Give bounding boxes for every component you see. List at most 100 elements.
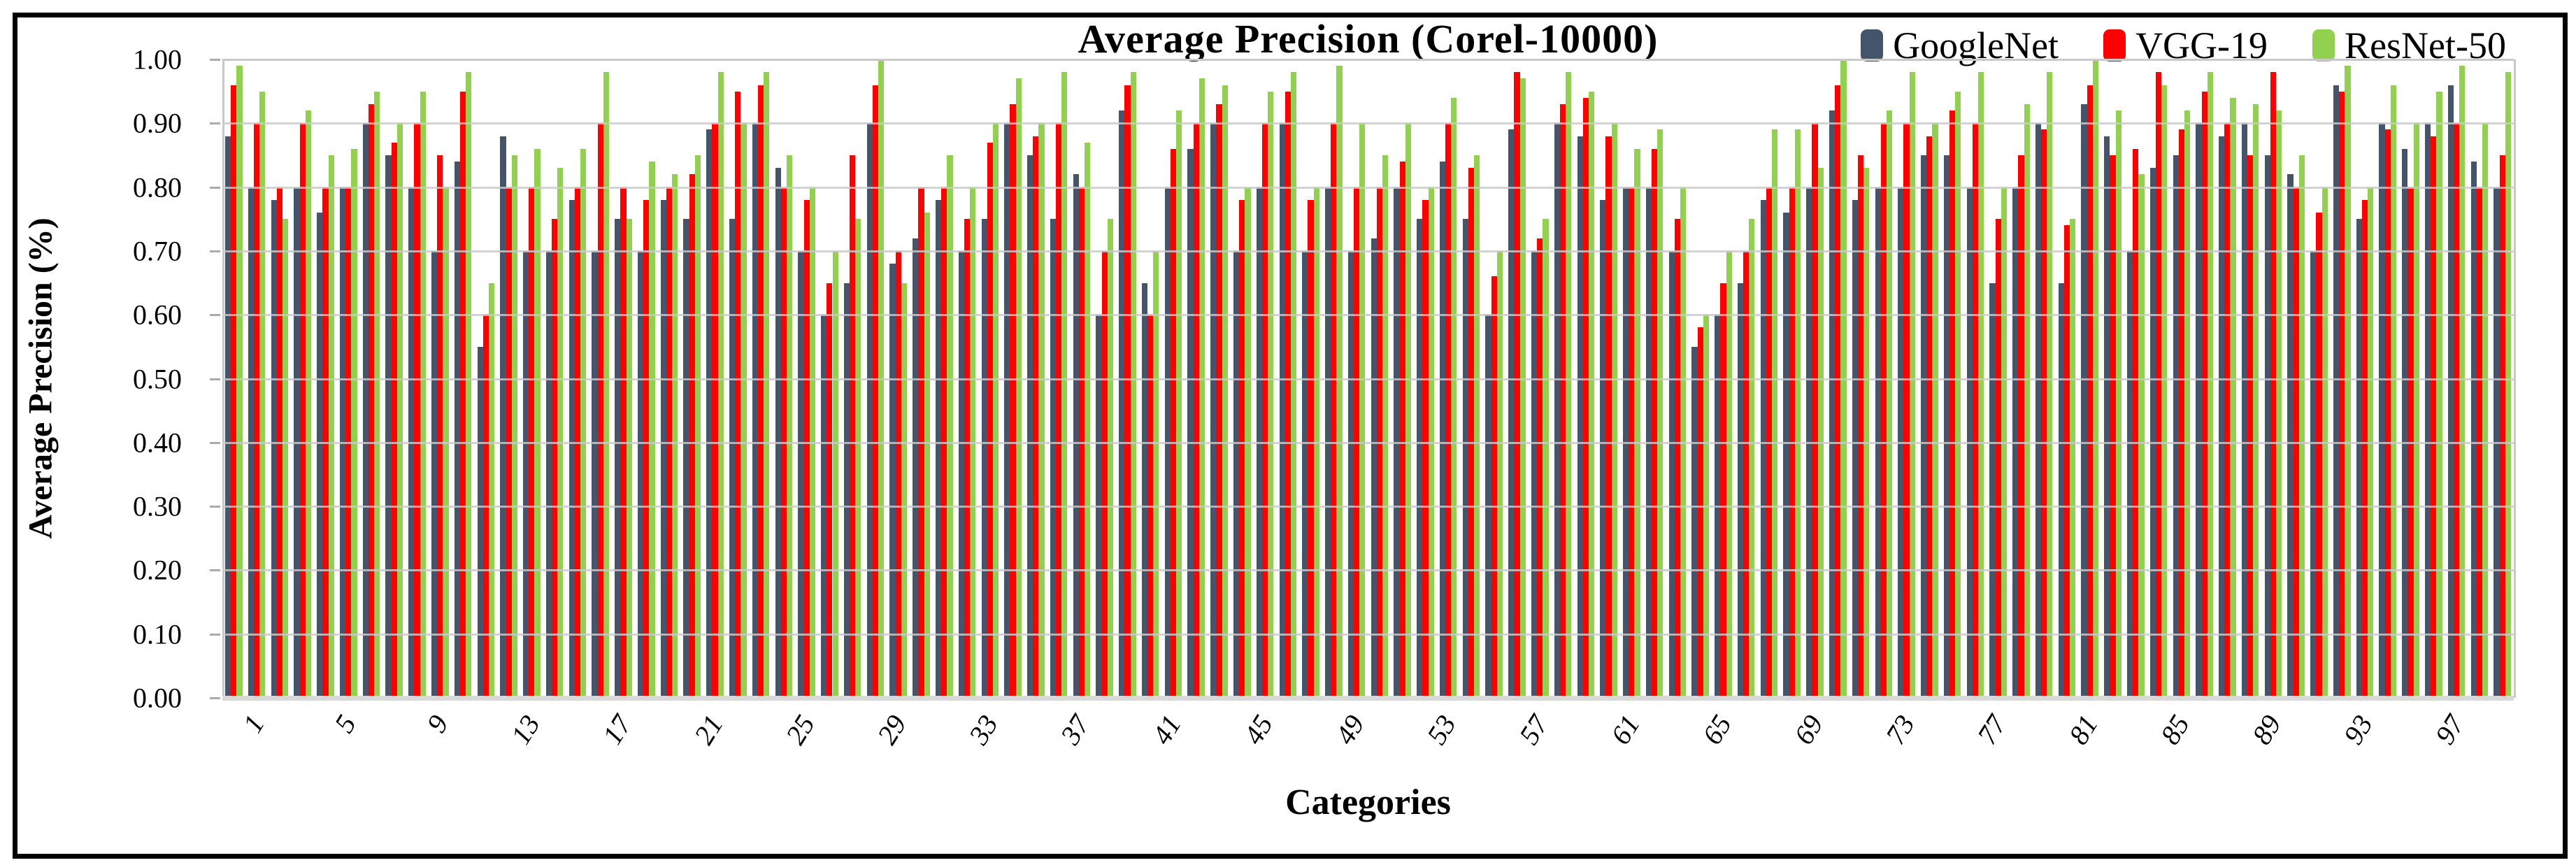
bar-googlenet-cat78 [1989, 283, 1996, 698]
x-tick-label-53: 53 [1421, 709, 1463, 750]
bar-vgg-19-cat45 [1239, 199, 1245, 698]
bar-resnet-50-cat21 [694, 155, 701, 698]
bar-vgg-19-cat65 [1697, 327, 1703, 698]
bar-vgg-19-cat33 [964, 219, 971, 698]
chart-title: Average Precision (Corel-10000) [1078, 16, 1659, 62]
y-tick-0.10 [210, 633, 220, 636]
bar-vgg-19-cat19 [643, 199, 650, 698]
bar-resnet-50-cat66 [1726, 250, 1732, 698]
bar-vgg-19-cat21 [689, 174, 695, 698]
bar-resnet-50-cat16 [580, 148, 587, 698]
bar-resnet-50-cat62 [1634, 148, 1640, 698]
x-tick-label-65: 65 [1696, 709, 1738, 750]
bar-googlenet-cat48 [1302, 250, 1308, 698]
bar-vgg-19-cat66 [1720, 283, 1726, 698]
bar-vgg-19-cat15 [552, 219, 558, 698]
bar-vgg-19-cat43 [1193, 123, 1199, 698]
bar-vgg-19-cat7 [368, 103, 375, 698]
bar-resnet-50-cat28 [855, 219, 861, 698]
bar-googlenet-cat36 [1027, 155, 1033, 698]
bar-vgg-19-cat61 [1605, 136, 1612, 698]
y-tick-label-0.50: 0.50 [133, 363, 182, 394]
gridline-0.20 [222, 569, 2514, 572]
bar-googlenet-cat69 [1783, 213, 1789, 698]
bar-googlenet-cat72 [1852, 199, 1858, 698]
bar-vgg-19-cat52 [1399, 162, 1405, 698]
bar-resnet-50-cat93 [2345, 66, 2351, 698]
gridline-0.40 [222, 441, 2514, 444]
bar-vgg-19-cat26 [803, 199, 810, 698]
x-tick-label-29: 29 [871, 709, 913, 750]
bar-googlenet-cat22 [706, 129, 713, 698]
bar-vgg-19-cat27 [827, 283, 833, 698]
bar-vgg-19-cat85 [2155, 72, 2162, 698]
bar-googlenet-cat47 [1279, 123, 1285, 698]
gridline-0.10 [222, 633, 2514, 636]
bar-googlenet-cat41 [1141, 283, 1148, 698]
bar-googlenet-cat14 [523, 250, 529, 698]
bar-vgg-19-cat44 [1216, 103, 1222, 698]
y-tick-label-0.10: 0.10 [133, 618, 182, 650]
bar-vgg-19-cat36 [1033, 136, 1039, 698]
y-tick-0.00 [210, 697, 220, 699]
legend-swatch-googlenet-icon [1861, 29, 1884, 62]
bar-googlenet-cat96 [2402, 148, 2408, 698]
bar-resnet-50-cat96 [2413, 123, 2419, 698]
bar-resnet-50-cat37 [1061, 72, 1068, 698]
bar-resnet-50-cat7 [374, 91, 380, 698]
bar-vgg-19-cat89 [2247, 155, 2254, 698]
bar-googlenet-cat85 [2149, 168, 2156, 698]
bar-vgg-19-cat67 [1743, 250, 1749, 698]
bar-vgg-19-cat55 [1468, 168, 1475, 698]
y-tick-label-0.30: 0.30 [133, 490, 182, 522]
y-tick-0.90 [210, 122, 220, 125]
bar-googlenet-cat88 [2219, 136, 2225, 698]
x-tick-label-73: 73 [1879, 709, 1921, 750]
x-tick-label-89: 89 [2245, 709, 2288, 750]
bar-vgg-19-cat58 [1537, 238, 1543, 698]
bar-resnet-50-cat83 [2115, 110, 2121, 698]
bar-vgg-19-cat57 [1514, 72, 1520, 698]
bar-googlenet-cat43 [1187, 148, 1194, 698]
bar-vgg-19-cat49 [1331, 123, 1337, 698]
bar-resnet-50-cat61 [1611, 123, 1617, 698]
bar-resnet-50-cat6 [351, 148, 357, 698]
bar-googlenet-cat12 [477, 346, 483, 698]
bar-resnet-50-cat86 [2184, 110, 2191, 698]
bar-googlenet-cat20 [660, 199, 666, 698]
bar-vgg-19-cat72 [1857, 155, 1864, 698]
x-tick-label-45: 45 [1237, 709, 1280, 750]
bar-googlenet-cat38 [1073, 174, 1079, 698]
bar-resnet-50-cat17 [603, 72, 609, 698]
bar-resnet-50-cat36 [1038, 123, 1045, 698]
bar-vgg-19-cat64 [1674, 219, 1680, 698]
bar-googlenet-cat31 [913, 238, 919, 698]
bar-vgg-19-cat56 [1491, 276, 1497, 698]
bar-resnet-50-cat90 [2276, 110, 2282, 698]
bar-googlenet-cat81 [2058, 283, 2064, 698]
bar-vgg-19-cat74 [1903, 123, 1910, 698]
gridline-0.50 [222, 378, 2514, 380]
bar-googlenet-cat55 [1462, 219, 1468, 698]
bar-resnet-50-cat54 [1451, 97, 1457, 698]
bar-googlenet-cat82 [2081, 103, 2087, 698]
bar-googlenet-cat10 [431, 250, 438, 698]
bar-googlenet-cat99 [2470, 162, 2477, 698]
bar-googlenet-cat21 [683, 219, 689, 698]
bar-resnet-50-cat27 [832, 250, 838, 698]
bar-vgg-19-cat35 [1010, 103, 1016, 698]
bar-resnet-50-cat52 [1405, 123, 1411, 698]
bar-vgg-19-cat82 [2087, 85, 2093, 698]
x-tick-label-17: 17 [596, 709, 638, 750]
bar-vgg-19-cat4 [299, 123, 306, 698]
bar-googlenet-cat57 [1508, 129, 1515, 698]
bar-googlenet-cat80 [2035, 123, 2042, 698]
bar-resnet-50-cat22 [717, 72, 724, 698]
bar-googlenet-cat34 [981, 219, 987, 698]
bar-resnet-50-cat79 [2024, 103, 2030, 698]
bar-resnet-50-cat12 [488, 283, 495, 698]
bar-resnet-50-cat87 [2207, 72, 2213, 698]
bar-googlenet-cat40 [1119, 110, 1125, 698]
bar-vgg-19-cat78 [1995, 219, 2001, 698]
bar-googlenet-cat45 [1233, 250, 1240, 698]
